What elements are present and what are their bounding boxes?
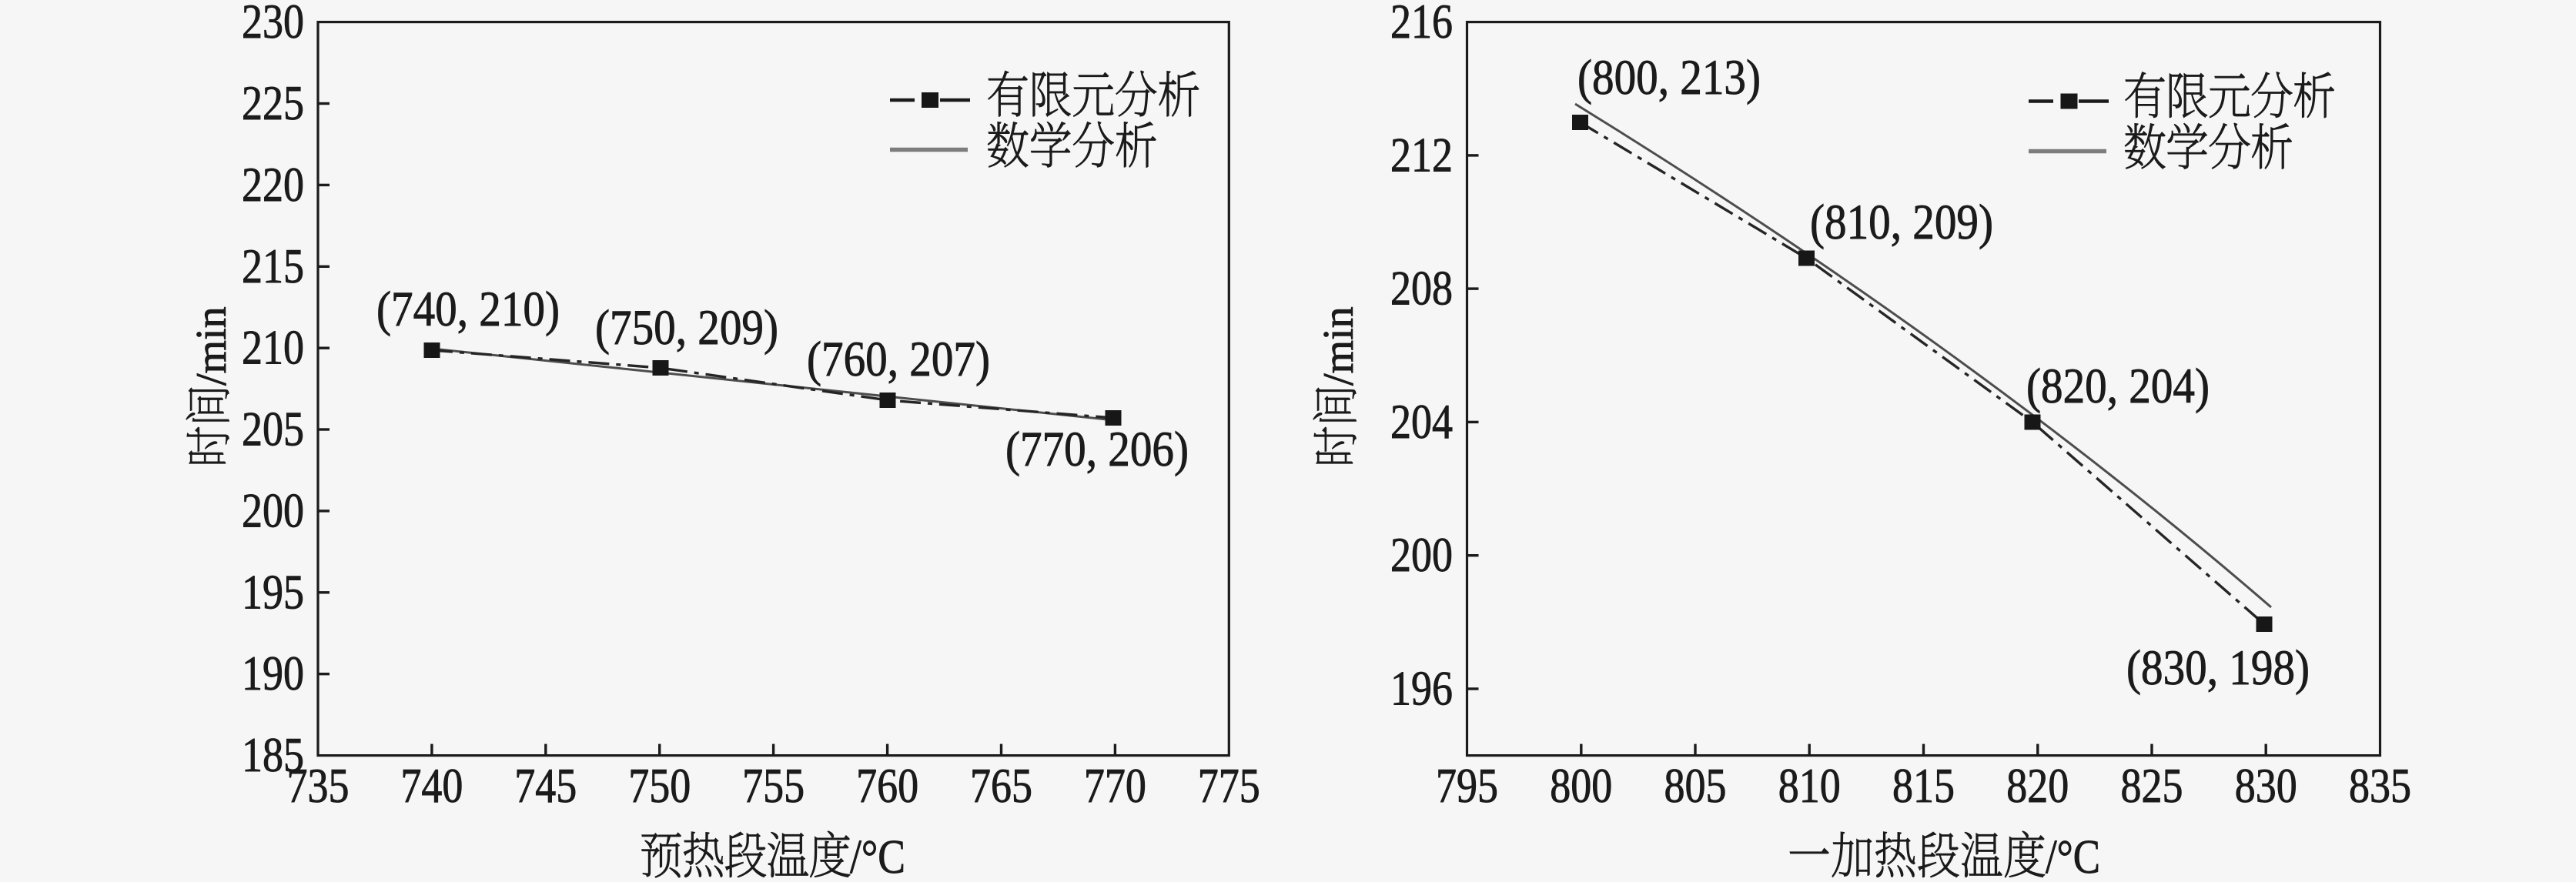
svg-text:835: 835 xyxy=(2349,759,2411,813)
svg-text:220: 220 xyxy=(242,158,304,212)
svg-text:/min: /min xyxy=(1315,306,1363,386)
svg-text:(830, 198): (830, 198) xyxy=(2126,640,2310,696)
svg-text:800: 800 xyxy=(1550,759,1612,813)
svg-text:185: 185 xyxy=(242,728,304,782)
svg-text:/°C: /°C xyxy=(850,831,905,882)
svg-text:215: 215 xyxy=(242,239,304,293)
svg-text:230: 230 xyxy=(242,0,304,48)
svg-text:204: 204 xyxy=(1390,395,1453,449)
svg-text:765: 765 xyxy=(970,759,1032,813)
svg-text:825: 825 xyxy=(2121,759,2183,813)
svg-text:795: 795 xyxy=(1436,759,1498,813)
svg-text:(750, 209): (750, 209) xyxy=(595,300,778,356)
svg-text:196: 196 xyxy=(1390,662,1453,716)
svg-text:740: 740 xyxy=(400,759,463,813)
svg-text:(740, 210): (740, 210) xyxy=(376,282,560,337)
svg-text:(760, 207): (760, 207) xyxy=(807,332,990,387)
svg-text:212: 212 xyxy=(1390,128,1453,182)
svg-text:810: 810 xyxy=(1778,759,1841,813)
svg-text:805: 805 xyxy=(1664,759,1727,813)
svg-text:216: 216 xyxy=(1390,0,1453,48)
svg-text:(770, 206): (770, 206) xyxy=(1005,422,1189,477)
svg-text:735: 735 xyxy=(287,759,350,813)
svg-text:755: 755 xyxy=(742,759,805,813)
svg-text:745: 745 xyxy=(514,759,577,813)
svg-text:770: 770 xyxy=(1084,759,1146,813)
svg-text:200: 200 xyxy=(1390,528,1453,582)
svg-text:/min: /min xyxy=(188,306,236,386)
svg-text:(820, 204): (820, 204) xyxy=(2026,359,2210,414)
svg-text:760: 760 xyxy=(856,759,918,813)
svg-text:195: 195 xyxy=(242,565,304,619)
svg-text:190: 190 xyxy=(242,646,304,700)
svg-text:205: 205 xyxy=(242,403,304,456)
svg-text:200: 200 xyxy=(242,483,304,537)
svg-text:208: 208 xyxy=(1390,262,1453,316)
svg-text:210: 210 xyxy=(242,321,304,375)
svg-text:820: 820 xyxy=(2006,759,2069,813)
svg-text:815: 815 xyxy=(1892,759,1955,813)
svg-text:/°C: /°C xyxy=(2046,831,2100,882)
svg-text:775: 775 xyxy=(1198,759,1260,813)
svg-text:225: 225 xyxy=(242,76,304,130)
svg-text:(800, 213): (800, 213) xyxy=(1577,50,1761,105)
svg-text:(810, 209): (810, 209) xyxy=(1810,195,1993,250)
svg-text:750: 750 xyxy=(628,759,691,813)
svg-text:830: 830 xyxy=(2235,759,2297,813)
